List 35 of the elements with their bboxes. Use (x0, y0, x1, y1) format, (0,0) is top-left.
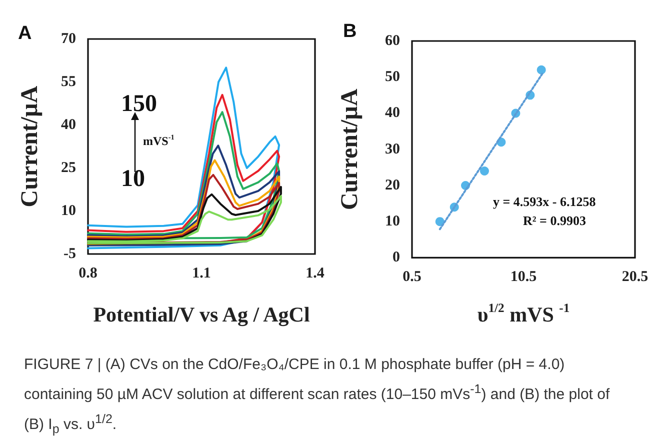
annotation: R² = 0.9903 (523, 213, 586, 228)
annotation: y = 4.593x - 6.1258 (493, 194, 596, 209)
y-tick-label: 60 (385, 33, 400, 49)
x-tick-label: 1.4 (306, 266, 325, 282)
y-tick-label: 10 (385, 214, 400, 230)
x-tick-label: 0.8 (78, 266, 98, 282)
y-axis-title: Current/µA (337, 88, 363, 210)
annotation: 10 (121, 166, 145, 192)
y-axis-title: Current/µA (17, 85, 43, 208)
y-tick-label: 25 (61, 160, 76, 176)
line-series (87, 144, 280, 246)
chart-title: A (18, 23, 32, 44)
point (435, 217, 444, 226)
x-tick-label: 20.5 (622, 269, 648, 286)
y-tick-label: -5 (64, 246, 76, 262)
x-tick-label: 0.5 (402, 269, 422, 286)
y-tick-label: 70 (61, 31, 76, 47)
y-tick-label: 50 (385, 69, 400, 86)
y-tick-label: 10 (61, 203, 76, 219)
point (480, 166, 489, 176)
y-tick-label: 20 (385, 177, 400, 194)
x-axis-title: Potential/V vs Ag / AgCl (93, 302, 310, 326)
line-series (87, 66, 280, 250)
chart-title: B (343, 21, 357, 42)
y-tick-label: 0 (392, 250, 400, 266)
annotation: 150 (121, 91, 157, 117)
point (536, 65, 546, 74)
text: FIGURE 7 | (A) CVs on the CdO/Fe₃O₄/CPE in 0.1 M phosphate buffer (pH = 4.0) containing 50 µM ACV solution at different scan rates (10–150 mVs$^{-1}$) and (B) the plot of (B) I$_{p}$ vs. υ$^{1/2}$. (24, 356, 610, 436)
y-tick-label: 40 (385, 105, 400, 122)
line-series (87, 195, 282, 244)
y-tick-label: 55 (61, 74, 76, 90)
y-tick-label: 30 (385, 141, 400, 158)
x-tick-label: 1.1 (192, 266, 211, 282)
y-tick-label: 40 (61, 117, 76, 133)
x-tick-label: 10.5 (510, 269, 537, 286)
